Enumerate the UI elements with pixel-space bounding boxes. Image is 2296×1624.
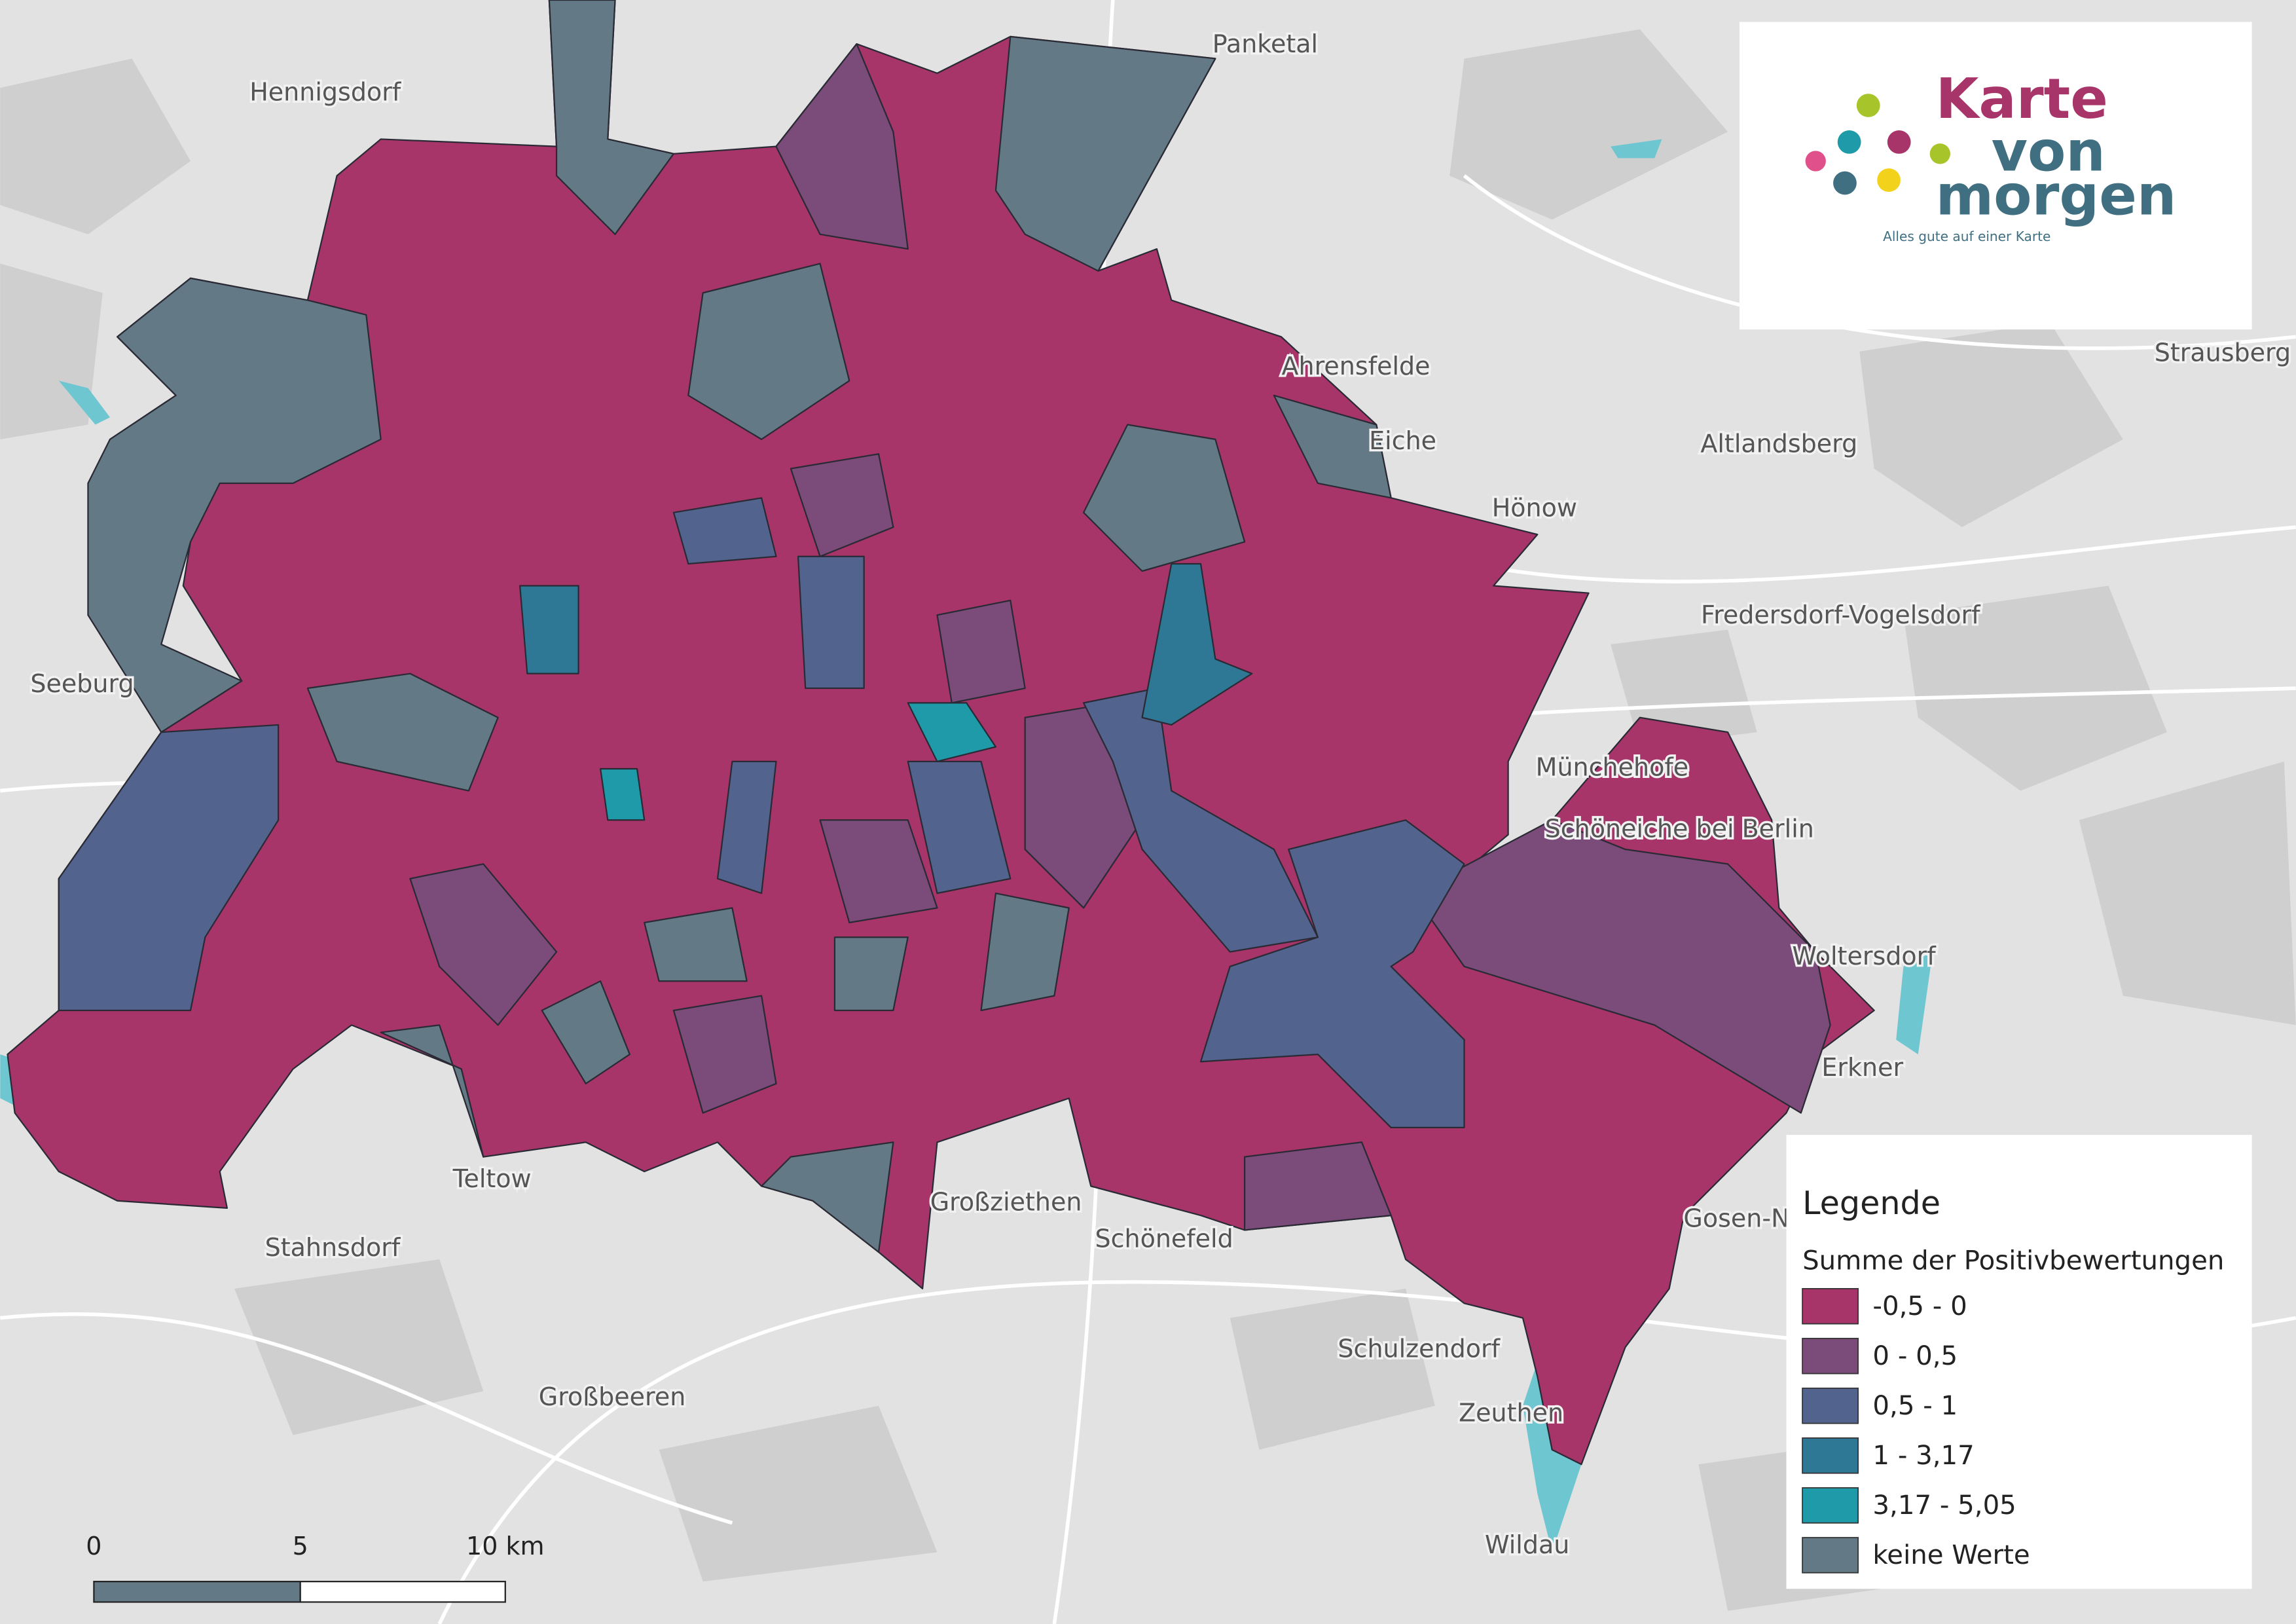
district: [1273, 394, 1392, 499]
legend-label: 1 - 3,17: [1872, 1441, 1974, 1471]
district: [541, 980, 630, 1084]
place-label: Wildau: [1485, 1530, 1569, 1559]
legend-swatch: [1802, 1537, 1859, 1574]
scale-label: 0: [86, 1532, 101, 1560]
logo-text: Karte: [1936, 67, 2108, 132]
district: [672, 497, 777, 565]
place-label: Schöneiche bei Berlin: [1545, 814, 1814, 843]
legend-swatch: [1802, 1388, 1859, 1424]
district: [1141, 563, 1253, 726]
place-label: Münchehofe: [1536, 753, 1688, 782]
logo-tagline: Alles gute auf einer Karte: [1883, 229, 2050, 244]
district: [409, 863, 558, 1026]
legend: Legende Summe der Positivbewertungen -0,…: [1786, 1135, 2252, 1589]
logo: Karte von morgen Alles gute auf einer Ka…: [1739, 22, 2252, 330]
district: [936, 599, 1026, 704]
district: [380, 1024, 484, 1158]
district: [87, 277, 382, 733]
district: [1082, 424, 1246, 572]
place-label: Hönow: [1492, 494, 1577, 523]
district: [907, 760, 1011, 895]
place-label: Seeburg: [30, 669, 134, 698]
logo-text: von: [1992, 119, 2105, 184]
legend-label: keine Werte: [1872, 1540, 2030, 1570]
district: [306, 673, 499, 792]
legend-label: 0 - 0,5: [1872, 1341, 1958, 1371]
district: [980, 892, 1070, 1012]
place-labels: Panketal Hennigsdorf Ahrensfelde Eiche Altla…: [28, 27, 2293, 1561]
districts: [7, 0, 1875, 1466]
logo-drop: [1805, 151, 1826, 172]
legend-label: 0,5 - 1: [1872, 1391, 1958, 1421]
scale-label: 10 km: [466, 1532, 544, 1560]
logo-drop: [1856, 94, 1880, 117]
district: [548, 0, 675, 235]
district: [687, 263, 850, 440]
legend-swatch: [1802, 1288, 1859, 1325]
place-label: Strausberg: [2155, 339, 2291, 367]
district: [797, 555, 865, 690]
district: [819, 819, 938, 923]
place-label: Großbeeren: [539, 1382, 686, 1411]
logo-drop: [1929, 143, 1950, 164]
district: [644, 907, 748, 982]
place-label: Zeuthen: [1459, 1399, 1563, 1428]
place-label: Eiche: [1369, 426, 1436, 455]
place-label: Hennigsdorf: [249, 78, 402, 107]
district: [1243, 1141, 1392, 1231]
district: [761, 1141, 894, 1253]
logo-box: [1739, 22, 2252, 330]
district: [600, 767, 646, 821]
settlement-areas: [0, 29, 2296, 1611]
district: [1412, 819, 1831, 1114]
legend-subtitle: Summe der Positivbewertungen: [1802, 1246, 2224, 1276]
place-label: Stahnsdorf: [265, 1233, 401, 1262]
district: [907, 702, 997, 762]
district: [790, 453, 894, 557]
legend-swatch: [1802, 1487, 1859, 1524]
legend-label: 3,17 - 5,05: [1872, 1490, 2016, 1521]
scale-label: 5: [293, 1532, 308, 1560]
scale-segment: [299, 1581, 506, 1603]
legend-label: -0,5 - 0: [1872, 1291, 1967, 1321]
legend-swatch: [1802, 1437, 1859, 1474]
place-label: Schönefeld: [1095, 1225, 1233, 1253]
district: [833, 936, 909, 1012]
district: [672, 995, 777, 1114]
logo-drop: [1877, 168, 1901, 192]
scale-segment: [93, 1581, 301, 1603]
legend-box: [1786, 1135, 2252, 1589]
legend-swatch: [1802, 1338, 1859, 1375]
district: [519, 585, 579, 674]
legend-title: Legende: [1802, 1184, 1941, 1222]
place-label: Panketal: [1212, 29, 1318, 58]
place-label: Erkner: [1821, 1053, 1903, 1082]
place-label: Fredersdorf-Vogelsdorf: [1701, 600, 1981, 629]
district: [716, 760, 777, 895]
logo-drop: [1837, 130, 1861, 154]
place-label: Gosen-N: [1683, 1204, 1789, 1232]
district: [994, 35, 1216, 272]
place-label: Altlandsberg: [1700, 429, 1857, 458]
place-label: Ahrensfelde: [1282, 352, 1430, 380]
logo-text: morgen: [1936, 164, 2177, 229]
logo-drop: [1887, 130, 1911, 154]
logo-drop: [1833, 171, 1857, 195]
district: [775, 43, 909, 250]
place-label: Teltow: [452, 1164, 532, 1193]
place-label: Großziethen: [930, 1188, 1082, 1217]
district: [58, 724, 280, 1012]
place-label: Woltersdorf: [1792, 942, 1937, 970]
place-label: Schulzendorf: [1338, 1334, 1501, 1363]
district: [1199, 819, 1465, 1129]
scale-bar: 0 5 10 km: [86, 1532, 545, 1603]
